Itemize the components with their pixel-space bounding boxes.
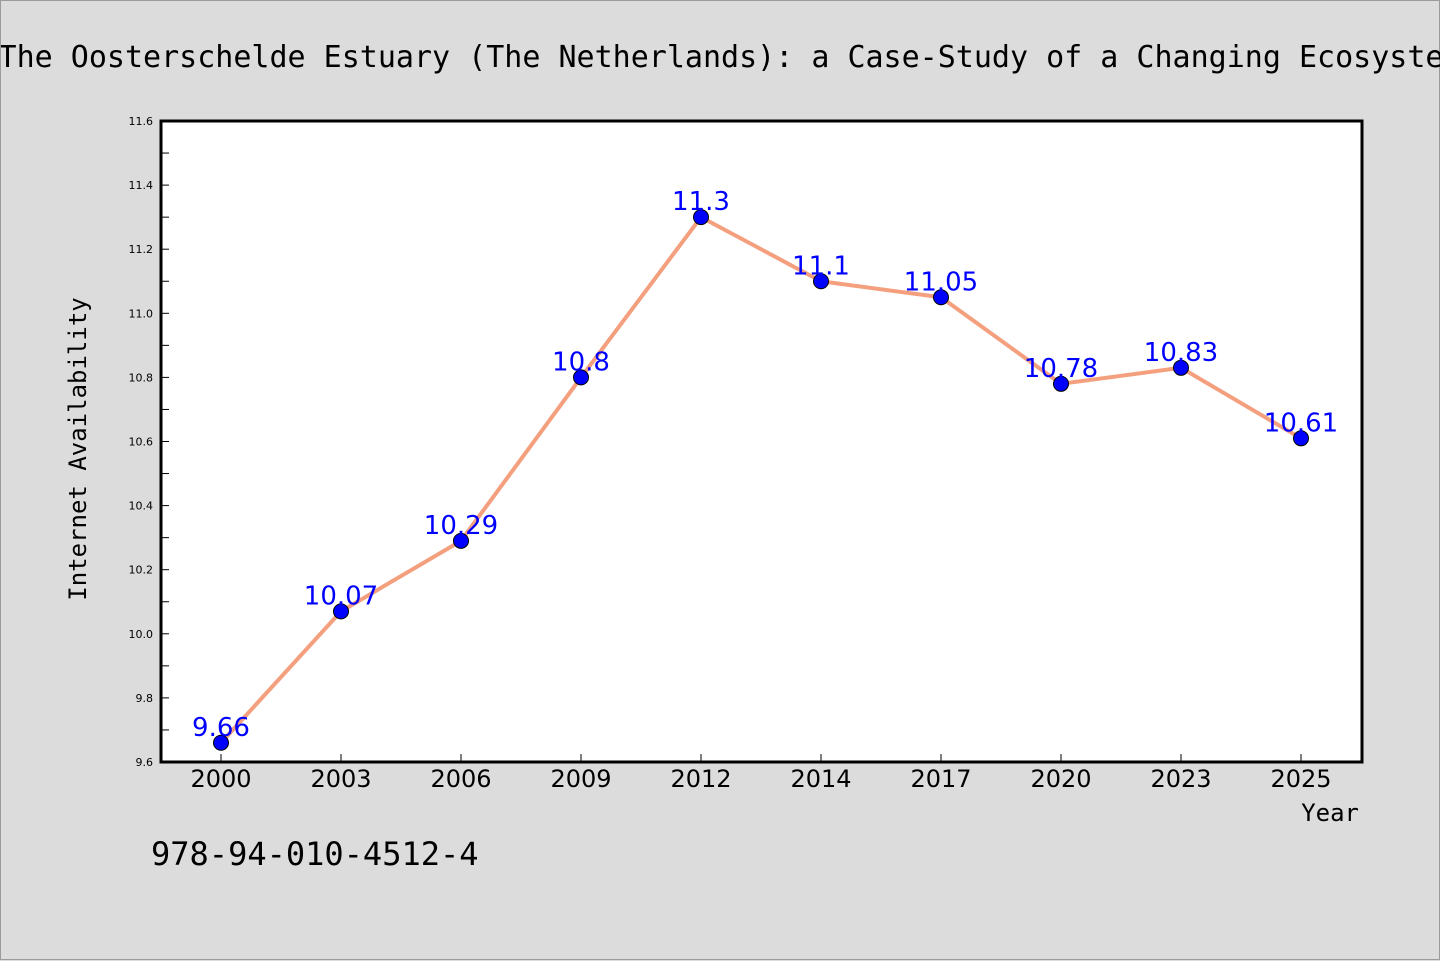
x-tick-label: 2009 [550, 765, 611, 793]
data-point [933, 289, 949, 306]
series-line-group [219, 215, 1303, 745]
data-point [813, 273, 829, 290]
x-tick-label: 2017 [910, 765, 971, 793]
chart-title: The Oosterschelde Estuary (The Netherlan… [1, 40, 1440, 75]
x-tick-label: 2006 [430, 765, 491, 793]
x-axis-title: Year [1301, 799, 1359, 827]
data-label: 9.66 [192, 713, 250, 743]
y-tick-label: 9.6 [136, 756, 154, 769]
y-axis-title: Internet Availability [64, 297, 92, 600]
y-tick-label: 10.6 [129, 436, 154, 449]
data-point [1293, 430, 1309, 447]
y-tick-label: 11.6 [129, 115, 154, 128]
data-label-group: 9.66 10.07 10.29 10.8 11.3 11.1 11.05 10.78 10.8… [192, 187, 1338, 743]
x-tick-label: 2014 [790, 765, 851, 793]
y-tick-label: 10.0 [129, 628, 154, 641]
data-point [1173, 359, 1189, 376]
x-tick-label: 2000 [190, 765, 251, 793]
y-tick-label: 9.8 [136, 692, 154, 705]
data-point [213, 734, 229, 751]
data-label: 10.29 [424, 511, 498, 541]
data-point [1053, 375, 1069, 392]
data-label: 10.83 [1144, 338, 1218, 368]
y-tick-label: 10.8 [129, 371, 154, 384]
y-tick-label: 11.2 [129, 243, 154, 256]
data-label: 10.8 [552, 347, 610, 377]
x-tick-label: 2023 [1150, 765, 1211, 793]
data-label: 11.05 [904, 267, 978, 297]
y-axis: 9.6 9.8 10.0 10.2 10.4 10.6 10.8 11.0 11.2 11.4 11… [129, 115, 169, 769]
y-tick-label: 10.4 [129, 500, 154, 513]
y-tick-label: 10.2 [129, 564, 154, 577]
isbn-annotation: 978-94-010-4512-4 [151, 835, 479, 873]
plot-area [161, 121, 1362, 762]
data-label: 10.61 [1264, 408, 1338, 438]
data-point [333, 603, 349, 620]
x-tick-label: 2012 [670, 765, 731, 793]
data-label: 11.1 [792, 251, 850, 281]
data-point [573, 369, 589, 386]
data-label: 10.78 [1024, 354, 1098, 384]
x-tick-label: 2003 [310, 765, 371, 793]
x-axis: 2000 2003 2006 2009 2012 2014 2017 2020 2023 2025 [190, 754, 1332, 793]
y-tick-label: 11.0 [129, 307, 154, 320]
plot-frame [159, 119, 1364, 764]
y-tick-label: 11.4 [129, 179, 154, 192]
data-point [453, 532, 469, 549]
data-point [693, 209, 709, 226]
series-line [219, 215, 1303, 745]
x-tick-label: 2020 [1030, 765, 1091, 793]
data-label: 10.07 [304, 581, 378, 611]
marker-group [213, 209, 1309, 751]
data-label: 11.3 [672, 187, 730, 217]
x-tick-label: 2025 [1270, 765, 1331, 793]
